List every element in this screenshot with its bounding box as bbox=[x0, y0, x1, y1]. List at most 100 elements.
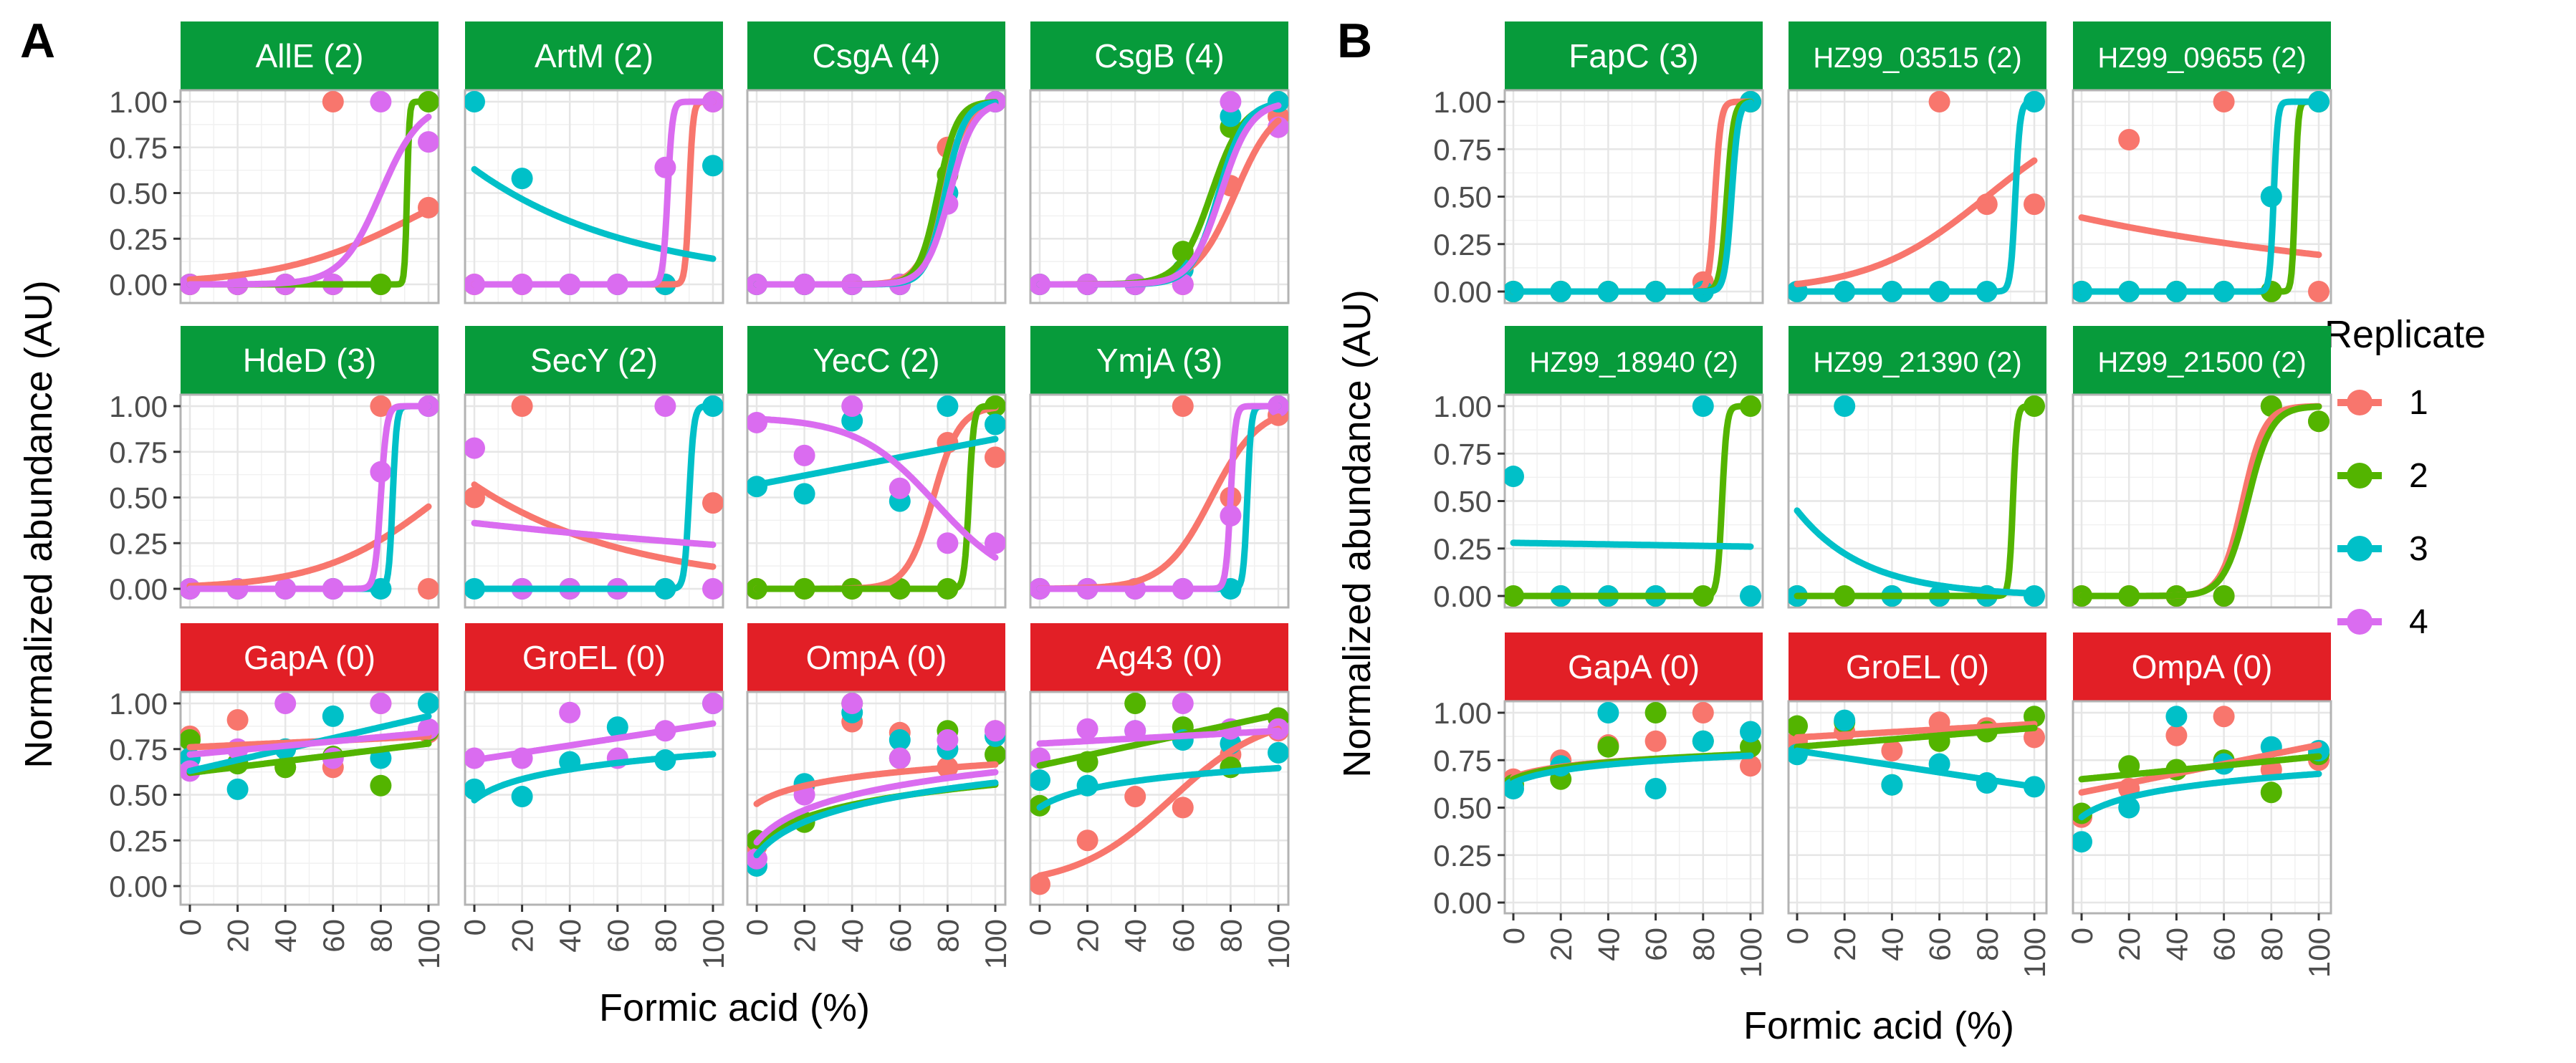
x-tick-label: 20 bbox=[1544, 928, 1578, 961]
y-tick-label: 0.25 bbox=[109, 824, 168, 857]
y-tick-label: 0.50 bbox=[1433, 181, 1492, 214]
facet-b-3: HZ99_09655 (2) bbox=[2072, 21, 2332, 304]
data-point-replicate-1 bbox=[2165, 724, 2188, 746]
y-tick-label: 1.00 bbox=[1433, 390, 1492, 423]
data-point-replicate-3 bbox=[1268, 741, 1288, 764]
data-point-replicate-1 bbox=[2308, 281, 2330, 302]
fit-line-replicate-1 bbox=[186, 206, 432, 283]
x-tick-label: 100 bbox=[979, 919, 1012, 969]
data-point-replicate-4 bbox=[370, 693, 392, 714]
data-point-replicate-3 bbox=[2165, 706, 2188, 728]
y-tick-label: 0.50 bbox=[109, 779, 168, 812]
fit-line-replicate-4 bbox=[753, 102, 999, 288]
y-tick-label: 1.00 bbox=[109, 687, 168, 721]
data-point-replicate-4 bbox=[654, 156, 676, 178]
facet-strip-label: YmjA (3) bbox=[1096, 342, 1222, 379]
data-point-replicate-4 bbox=[793, 444, 815, 466]
x-tick-label: 100 bbox=[412, 919, 446, 969]
y-tick-label: 0.25 bbox=[109, 222, 168, 256]
y-tick-label: 0.25 bbox=[1433, 532, 1492, 566]
facet-data bbox=[1789, 395, 2045, 607]
data-point-replicate-3 bbox=[465, 91, 485, 112]
facet-b-8: GroEL (0) 0 20 40 60 80 100 bbox=[1781, 632, 2051, 978]
data-point-replicate-3 bbox=[322, 705, 344, 727]
x-tick-label: 60 bbox=[1167, 919, 1200, 953]
facet-data bbox=[2073, 395, 2330, 607]
facet-border bbox=[746, 393, 1007, 609]
data-point-replicate-4 bbox=[702, 693, 723, 714]
data-point-replicate-3 bbox=[793, 483, 815, 505]
data-point-replicate-3 bbox=[1692, 730, 1714, 752]
x-tick-label: 0 bbox=[458, 919, 492, 935]
data-point-replicate-4 bbox=[747, 411, 767, 433]
fit-line-replicate-4 bbox=[753, 415, 999, 561]
facet-strip bbox=[1789, 21, 2046, 90]
facet-strip bbox=[1789, 632, 2046, 701]
facet-data bbox=[747, 693, 1005, 877]
facet-a-7: YecC (2) bbox=[746, 326, 1007, 609]
y-tick-label: 0.75 bbox=[109, 733, 168, 766]
facet-border bbox=[179, 89, 440, 304]
panel-b-letter: B bbox=[1337, 14, 1372, 68]
x-tick-label: 20 bbox=[506, 919, 540, 953]
fit-line-replicate-4 bbox=[753, 769, 999, 846]
facet-border bbox=[746, 691, 1007, 906]
data-point-replicate-3 bbox=[702, 155, 723, 177]
facet-strip bbox=[747, 623, 1005, 692]
y-tick-label: 0.50 bbox=[109, 177, 168, 211]
facet-a-11: OmpA (0) 0 20 40 60 80 100 bbox=[740, 623, 1012, 969]
legend-title: Replicate bbox=[2324, 313, 2486, 356]
x-tick-label: 0 bbox=[173, 919, 207, 935]
x-tick-label: 80 bbox=[1971, 928, 2004, 961]
fit-line-replicate-2 bbox=[2078, 753, 2322, 783]
data-point-replicate-1 bbox=[322, 91, 344, 112]
facet-a-1: AllE (2) 0.00 0.25 0.50 0.75 1.00 bbox=[109, 21, 440, 304]
data-point-replicate-4 bbox=[747, 847, 767, 870]
facet-strip-label: ArtM (2) bbox=[535, 37, 653, 74]
facet-strip-label: HZ99_21390 (2) bbox=[1813, 347, 2021, 378]
facet-strip bbox=[747, 326, 1005, 395]
fit-line-replicate-1 bbox=[1794, 721, 2038, 741]
y-tick-label: 0.50 bbox=[109, 481, 168, 515]
facet-strip bbox=[465, 21, 723, 90]
facet-strip-label: CsgB (4) bbox=[1094, 37, 1224, 74]
data-point-replicate-4 bbox=[985, 720, 1005, 742]
facet-strip-label: AllE (2) bbox=[256, 37, 364, 74]
x-tick-label: 0 bbox=[1023, 919, 1057, 935]
legend-label-4: 4 bbox=[2409, 603, 2428, 641]
facet-data bbox=[181, 395, 439, 600]
data-point-replicate-4 bbox=[841, 693, 863, 714]
fit-line-replicate-2 bbox=[186, 740, 432, 776]
facet-strip bbox=[2073, 632, 2331, 701]
x-tick-label: 20 bbox=[1071, 919, 1105, 953]
facet-border bbox=[2072, 393, 2332, 609]
facet-border bbox=[179, 393, 440, 609]
fit-line-replicate-1 bbox=[1036, 726, 1282, 879]
x-tick-label: 60 bbox=[601, 919, 635, 953]
fit-line-replicate-3 bbox=[1510, 99, 1754, 295]
x-tick-label: 20 bbox=[788, 919, 822, 953]
data-point-replicate-4 bbox=[841, 395, 863, 417]
fit-line-replicate-2 bbox=[1794, 403, 2038, 600]
fit-line-replicate-3 bbox=[471, 165, 717, 262]
y-tick-label: 1.00 bbox=[1433, 696, 1492, 730]
data-point-replicate-3 bbox=[1881, 774, 1903, 796]
facet-strip-label: GapA (0) bbox=[1568, 648, 1700, 686]
data-point-replicate-2 bbox=[1124, 693, 1146, 714]
facet-data bbox=[181, 693, 439, 800]
data-point-replicate-3 bbox=[1644, 778, 1667, 799]
y-tick-label: 0.00 bbox=[109, 572, 168, 606]
facet-a-8: YmjA (3) bbox=[1029, 326, 1290, 609]
data-point-replicate-1 bbox=[1644, 730, 1667, 752]
fit-line-replicate-4 bbox=[1036, 102, 1282, 288]
x-tick-label: 100 bbox=[1262, 919, 1296, 969]
x-tick-label: 100 bbox=[1734, 928, 1768, 978]
facet-strip bbox=[465, 623, 723, 692]
legend-item-3: 3 bbox=[2337, 530, 2428, 568]
data-point-replicate-1 bbox=[2213, 91, 2235, 112]
fit-line-replicate-4 bbox=[471, 720, 717, 764]
x-tick-label: 80 bbox=[364, 919, 398, 953]
legend-item-1: 1 bbox=[2337, 384, 2428, 422]
facet-data bbox=[1789, 91, 2045, 302]
